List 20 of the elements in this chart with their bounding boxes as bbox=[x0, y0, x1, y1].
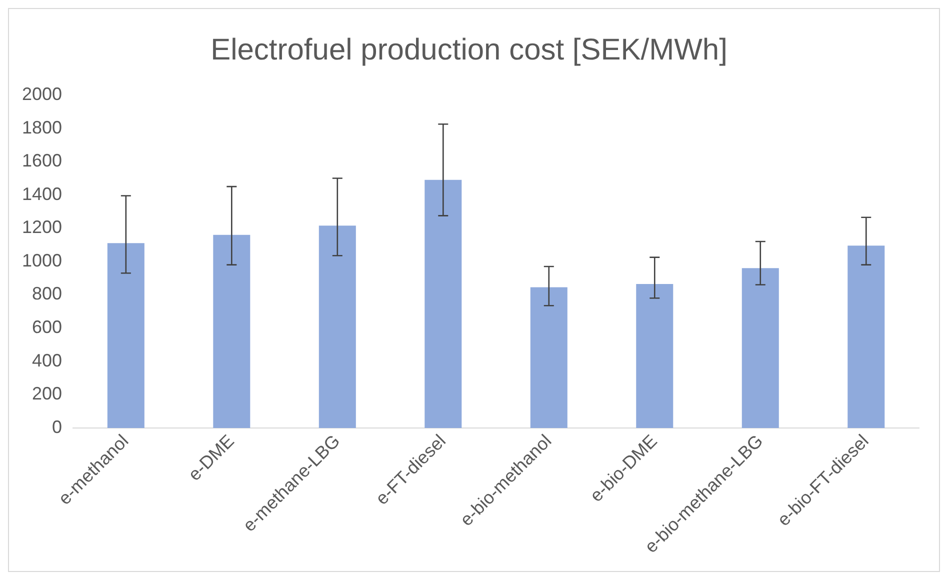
y-tick-label: 0 bbox=[52, 416, 62, 437]
y-tick-label: 1200 bbox=[22, 217, 62, 238]
y-tick-label: 800 bbox=[32, 284, 62, 304]
y-tick-label: 2000 bbox=[22, 84, 62, 104]
bar bbox=[318, 226, 356, 428]
y-tick-label: 1600 bbox=[22, 150, 62, 171]
bar bbox=[530, 287, 568, 428]
chart-title: Electrofuel production cost [SEK/MWh] bbox=[210, 33, 728, 66]
y-tick-label: 200 bbox=[32, 384, 62, 404]
y-tick-label: 1400 bbox=[22, 184, 62, 204]
y-tick-label: 400 bbox=[32, 350, 62, 370]
y-tick-label: 1000 bbox=[22, 250, 62, 270]
bar bbox=[636, 284, 674, 428]
bar bbox=[848, 246, 885, 428]
y-tick-label: 1800 bbox=[22, 117, 62, 138]
bar bbox=[213, 234, 250, 428]
bar bbox=[107, 243, 144, 428]
bar bbox=[742, 268, 779, 428]
y-tick-label: 600 bbox=[32, 317, 62, 338]
bar bbox=[424, 180, 462, 428]
